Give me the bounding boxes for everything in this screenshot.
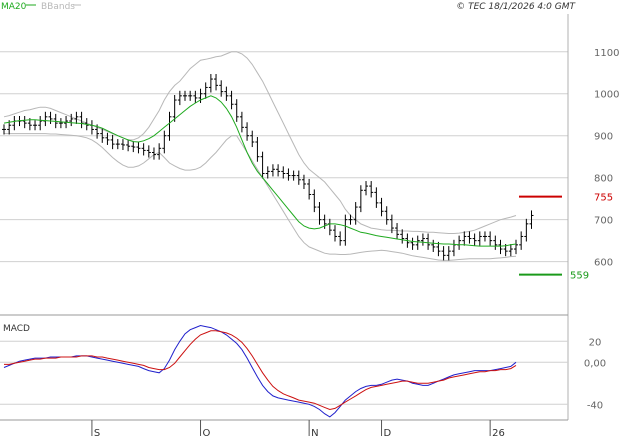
macd-line: [3, 324, 517, 418]
price-panel: 600 700 800 900 1000 1100 755 559: [0, 14, 619, 420]
x-tick-label: N: [311, 428, 318, 439]
support-label: 559: [570, 271, 589, 282]
x-axis: S O N D 26: [0, 419, 568, 439]
x-tick-label: S: [94, 428, 100, 439]
copyright-text: © TEC 18/1/2026 4:0 GMT: [456, 2, 576, 12]
price-tick-label: 1000: [594, 90, 619, 101]
price-tick-label: 600: [594, 258, 613, 269]
macd-tick-label: -40: [587, 400, 603, 411]
price-tick-label: 700: [594, 216, 613, 227]
macd-title: MACD: [3, 324, 30, 334]
x-tick-label: 26: [492, 428, 505, 439]
ma20-line: [3, 95, 517, 247]
macd-signal-line: [4, 330, 517, 411]
legend-bbands: BBands: [41, 2, 75, 12]
x-tick-label: O: [203, 428, 211, 439]
resistance-label: 755: [594, 193, 613, 204]
bbands-lower-line: [4, 133, 517, 261]
x-tick-label: D: [384, 428, 392, 439]
bbands-upper-line: [3, 51, 517, 234]
price-tick-label: 800: [594, 174, 613, 185]
macd-panel: 20 0,00 -40: [0, 324, 606, 418]
price-tick-label: 1100: [594, 48, 619, 59]
legend-ma20: MA20: [1, 2, 27, 12]
price-tick-label: 900: [594, 132, 613, 143]
macd-tick-label: 0,00: [584, 358, 606, 369]
macd-tick-label: 20: [589, 337, 602, 348]
